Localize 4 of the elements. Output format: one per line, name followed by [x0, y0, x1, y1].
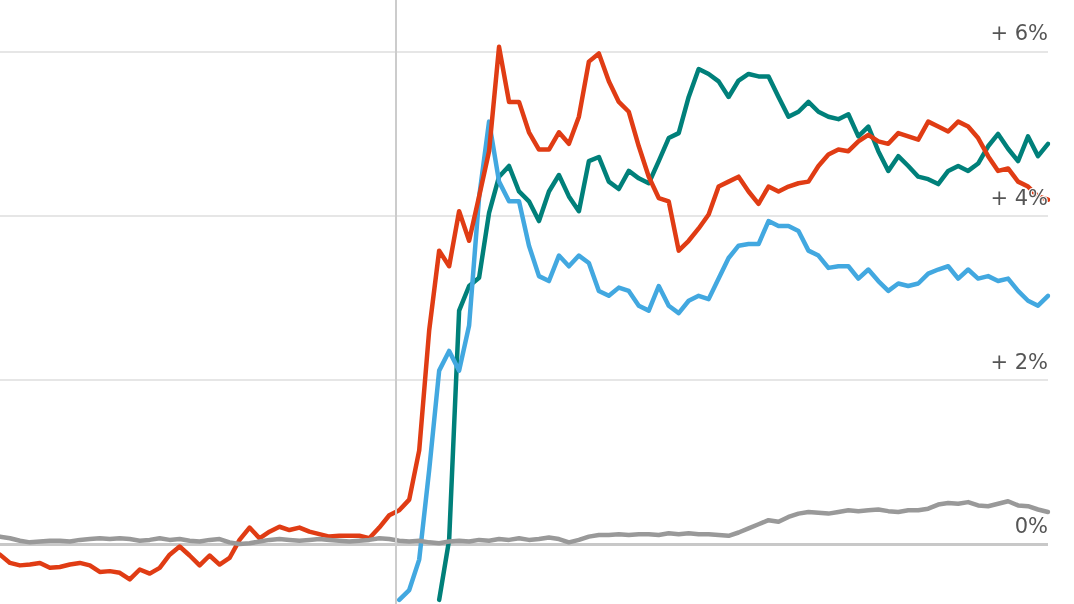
y-tick-label: + 2%: [990, 349, 1048, 374]
y-tick-label: + 4%: [990, 185, 1048, 210]
y-tick-label: + 6%: [990, 21, 1048, 46]
y-tick-label: 0%: [1014, 514, 1048, 539]
